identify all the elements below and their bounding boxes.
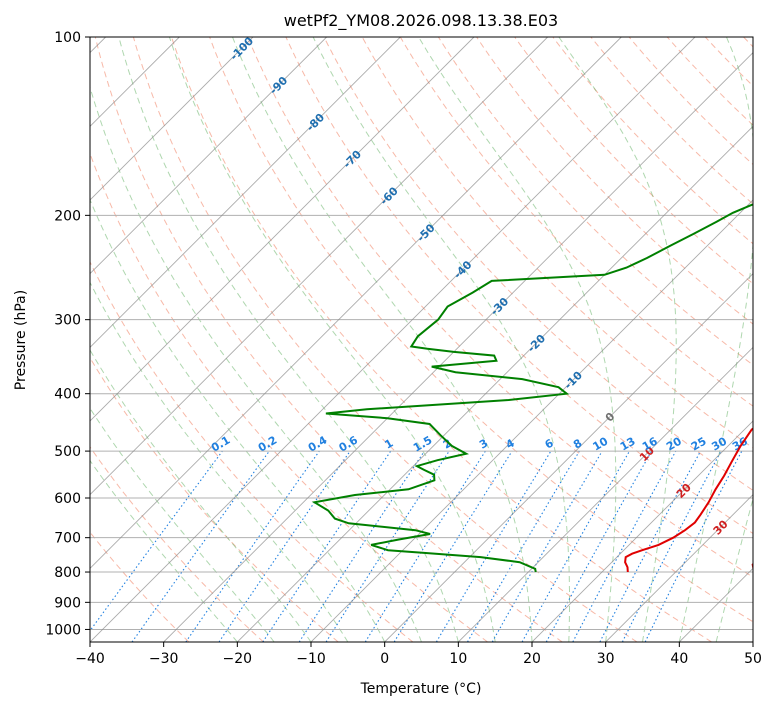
sounding-series xyxy=(311,203,753,573)
isotherm-label: 40 xyxy=(748,554,768,574)
y-tick-label: 900 xyxy=(54,595,81,611)
dry-adiabat-line xyxy=(476,37,753,325)
dry-adiabat-line xyxy=(628,37,753,166)
y-tick-label: 1000 xyxy=(45,622,81,638)
y-axis: 1000 900 800 700 600 500 400 300 200 100 xyxy=(45,30,90,638)
dry-adiabat-line xyxy=(247,37,753,578)
x-tick-label: −20 xyxy=(223,651,253,667)
plot-area xyxy=(90,37,753,642)
isotherm-line xyxy=(384,273,753,642)
x-tick-label: 20 xyxy=(523,651,541,667)
dry-adiabat-line xyxy=(94,37,563,642)
y-tick-label: 100 xyxy=(54,30,81,46)
moist-adiabat-line xyxy=(678,37,753,642)
moist-adiabat-line xyxy=(90,85,422,642)
isotherm-line xyxy=(90,37,622,569)
isotherm-line xyxy=(90,37,401,348)
chart-title: wetPf2_YM08.2026.098.13.38.E03 xyxy=(284,11,558,31)
moist-adiabat-line xyxy=(231,37,533,642)
dry-adiabat-line xyxy=(90,446,264,642)
x-tick-label: −30 xyxy=(149,651,179,667)
mixing-ratio-line xyxy=(90,450,223,632)
x-tick-label: 40 xyxy=(670,651,688,667)
mixing-ratio-lines xyxy=(90,450,743,642)
y-tick-label: 700 xyxy=(54,531,81,547)
isotherm-line xyxy=(90,37,696,642)
mixing-ratio-line xyxy=(572,450,677,642)
dry-adiabat-line xyxy=(132,37,638,642)
moist-adiabat-line xyxy=(90,198,386,642)
mixing-ratio-line xyxy=(435,450,552,642)
mixing-ratio-line xyxy=(185,450,320,642)
mixing-ratio-line xyxy=(393,450,513,642)
isotherm-line xyxy=(90,37,475,422)
y-tick-label: 200 xyxy=(54,208,81,224)
dry-adiabat-line xyxy=(90,260,414,642)
moist-adiabat-line xyxy=(558,37,677,642)
x-tick-label: 0 xyxy=(380,651,389,667)
x-tick-label: 10 xyxy=(449,651,467,667)
moist-adiabat-line xyxy=(90,281,349,642)
mixing-ratio-line xyxy=(131,450,270,642)
isotherm-line xyxy=(310,199,753,642)
moist-adiabat-line xyxy=(168,37,496,642)
mixing-ratio-line xyxy=(218,450,351,642)
moist-adiabat-line xyxy=(90,459,238,642)
mixing-ratio-line xyxy=(364,450,486,642)
dry-adiabat-line xyxy=(399,37,753,407)
y-tick-label: 600 xyxy=(54,491,81,507)
y-tick-label: 400 xyxy=(54,387,81,403)
moist-adiabat-line xyxy=(715,496,753,642)
isotherm-grid xyxy=(90,37,753,642)
dry-adiabat-line xyxy=(323,37,753,491)
y-tick-label: 500 xyxy=(54,444,81,460)
x-tick-label: −10 xyxy=(296,651,326,667)
mixing-ratio-line xyxy=(521,450,630,642)
isotherm-line xyxy=(163,52,753,642)
mixing-ratio-line xyxy=(467,450,580,642)
dewpoint-line xyxy=(311,203,753,573)
dry-adiabats xyxy=(90,37,753,642)
isotherm-line xyxy=(90,37,548,496)
dry-adiabat-line xyxy=(514,37,753,285)
y-tick-label: 800 xyxy=(54,565,81,581)
x-tick-label: 50 xyxy=(744,651,762,667)
moist-adiabat-line xyxy=(90,407,275,642)
y-axis-label: Pressure (hPa) xyxy=(13,290,29,390)
x-tick-label: 30 xyxy=(597,651,615,667)
isotherm-line xyxy=(458,346,753,642)
isotherm-line xyxy=(90,37,327,275)
temperature-line xyxy=(624,427,753,573)
dry-adiabat-line xyxy=(209,37,753,623)
moist-adiabat-line xyxy=(118,37,459,642)
x-tick-label: −40 xyxy=(75,651,105,667)
y-tick-label: 300 xyxy=(54,313,81,329)
isotherm-line xyxy=(237,125,753,642)
mixing-ratio-line xyxy=(491,450,603,642)
isobar-grid xyxy=(90,37,753,630)
x-axis-label: Temperature (°C) xyxy=(360,681,482,697)
plot-frame xyxy=(89,36,754,643)
x-axis: −40 −30 −20 −10 0 10 20 30 40 50 xyxy=(75,642,762,667)
isotherm-line xyxy=(531,420,753,642)
isotherm-line xyxy=(90,37,254,201)
isotherm-line xyxy=(605,494,753,642)
moist-adiabat-line xyxy=(418,37,617,642)
